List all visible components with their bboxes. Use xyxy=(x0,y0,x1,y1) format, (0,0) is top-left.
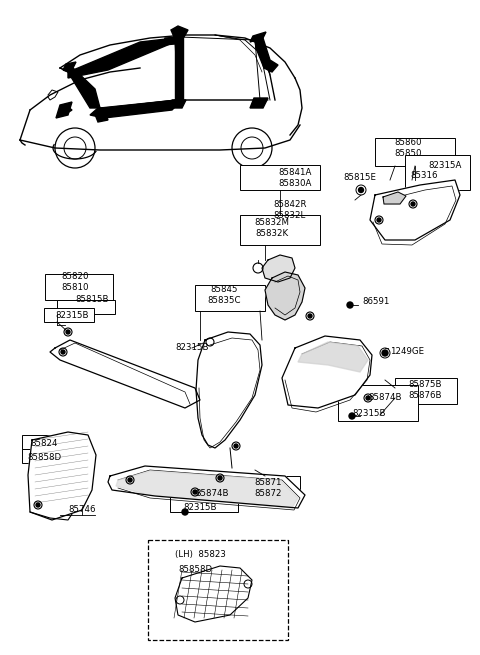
Circle shape xyxy=(382,350,388,356)
Bar xyxy=(195,285,265,311)
Text: 85815B: 85815B xyxy=(75,295,109,305)
Bar xyxy=(170,482,238,512)
Polygon shape xyxy=(163,37,178,45)
Polygon shape xyxy=(383,192,406,204)
Text: 85832M
85832K: 85832M 85832K xyxy=(254,218,289,238)
Polygon shape xyxy=(255,38,278,72)
Polygon shape xyxy=(370,180,460,240)
Text: 85860
85850: 85860 85850 xyxy=(394,138,422,158)
Text: 85874B: 85874B xyxy=(195,489,229,498)
Polygon shape xyxy=(265,272,305,320)
Text: 85871
85872: 85871 85872 xyxy=(254,478,282,498)
Circle shape xyxy=(218,476,222,480)
Bar xyxy=(240,215,320,245)
Text: (LH)  85823: (LH) 85823 xyxy=(175,550,226,559)
Polygon shape xyxy=(175,566,252,622)
Text: 85841A
85830A: 85841A 85830A xyxy=(278,168,312,188)
Circle shape xyxy=(66,330,70,334)
Bar xyxy=(45,274,113,300)
Circle shape xyxy=(366,396,370,400)
Text: 85746: 85746 xyxy=(68,506,96,514)
Bar xyxy=(395,378,457,404)
Polygon shape xyxy=(116,471,298,508)
Text: 85845
85835C: 85845 85835C xyxy=(207,286,241,305)
Bar xyxy=(405,155,470,190)
Circle shape xyxy=(347,302,353,308)
Bar xyxy=(57,300,115,314)
Circle shape xyxy=(308,314,312,318)
Bar xyxy=(338,385,418,421)
Circle shape xyxy=(411,202,415,206)
Circle shape xyxy=(359,187,363,193)
Polygon shape xyxy=(63,68,100,108)
Polygon shape xyxy=(196,332,262,448)
Bar xyxy=(22,435,72,449)
Bar xyxy=(375,138,455,166)
Text: 85858D: 85858D xyxy=(27,453,61,462)
Text: 85875B
85876B: 85875B 85876B xyxy=(408,381,442,400)
Polygon shape xyxy=(60,107,72,115)
Polygon shape xyxy=(175,37,183,100)
Text: 82315B: 82315B xyxy=(55,312,89,320)
Text: 85874B: 85874B xyxy=(368,394,401,403)
Polygon shape xyxy=(298,342,368,372)
Polygon shape xyxy=(282,336,372,408)
Text: 85858D: 85858D xyxy=(178,565,212,574)
Polygon shape xyxy=(56,102,72,118)
Text: 82315B: 82315B xyxy=(352,409,385,419)
Circle shape xyxy=(61,350,65,354)
Text: 82315B: 82315B xyxy=(175,343,209,352)
Circle shape xyxy=(182,509,188,515)
Text: 85316: 85316 xyxy=(410,170,438,179)
Text: 85820
85810: 85820 85810 xyxy=(61,272,89,291)
Bar xyxy=(148,540,288,640)
Circle shape xyxy=(234,444,238,448)
Bar xyxy=(44,308,94,322)
Circle shape xyxy=(193,490,197,494)
Circle shape xyxy=(377,218,381,222)
Circle shape xyxy=(128,478,132,482)
Bar xyxy=(22,449,72,463)
Polygon shape xyxy=(90,100,182,118)
Circle shape xyxy=(36,503,40,507)
Polygon shape xyxy=(171,26,188,37)
Polygon shape xyxy=(172,100,186,108)
Polygon shape xyxy=(63,62,76,70)
Polygon shape xyxy=(94,110,108,122)
Polygon shape xyxy=(262,255,295,282)
Bar xyxy=(248,476,300,500)
Text: 86591: 86591 xyxy=(362,297,389,307)
Text: 85815E: 85815E xyxy=(344,174,376,183)
Text: 82315B: 82315B xyxy=(183,504,217,512)
Text: 85842R
85832L: 85842R 85832L xyxy=(273,200,307,219)
Polygon shape xyxy=(250,98,268,108)
Polygon shape xyxy=(68,38,175,78)
Text: 1249GE: 1249GE xyxy=(390,348,424,356)
Polygon shape xyxy=(250,32,266,42)
Text: 82315A: 82315A xyxy=(428,160,462,170)
Text: 85824: 85824 xyxy=(30,438,58,447)
Bar xyxy=(240,165,320,190)
Polygon shape xyxy=(108,466,305,508)
Polygon shape xyxy=(50,340,200,408)
Polygon shape xyxy=(28,432,96,520)
Circle shape xyxy=(349,413,355,419)
